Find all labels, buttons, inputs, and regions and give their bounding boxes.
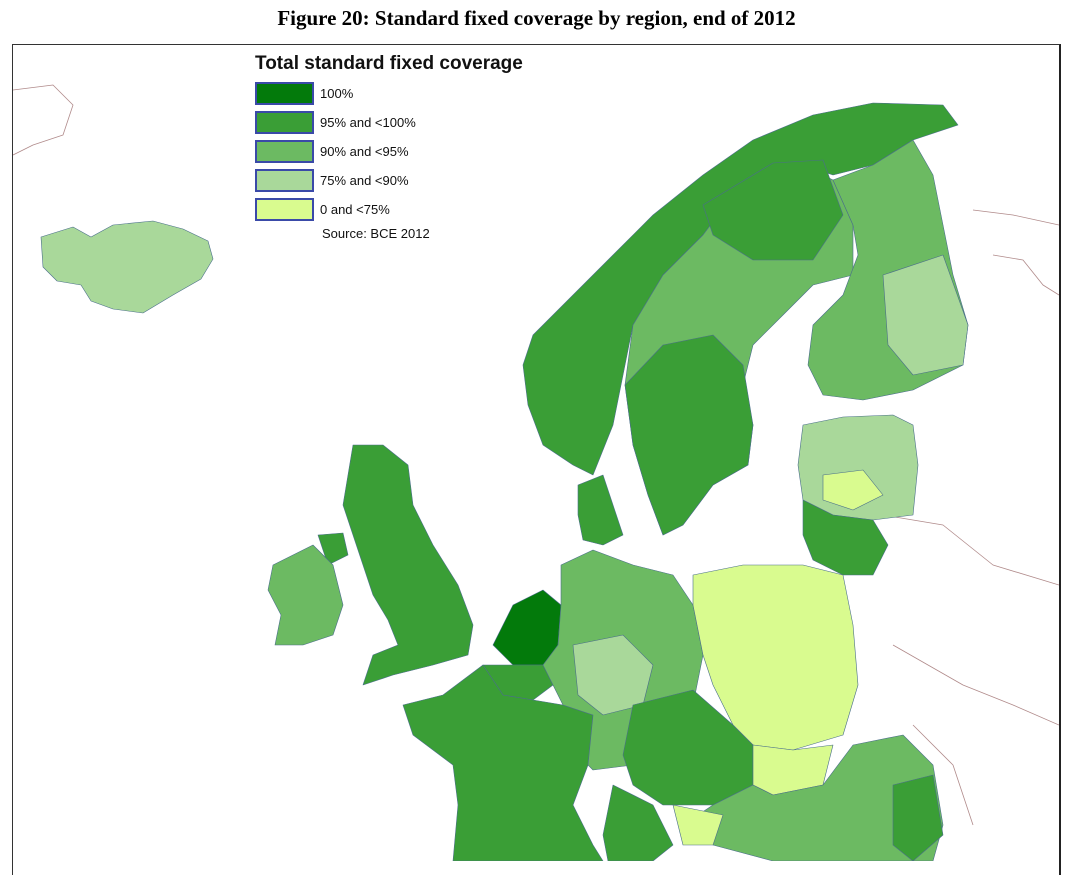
map-frame: Total standard fixed coverage 100% 95% a… xyxy=(12,44,1061,875)
region-norway xyxy=(522,102,959,476)
legend-label: 90% and <95% xyxy=(320,144,409,159)
legend-title: Total standard fixed coverage xyxy=(255,53,523,74)
region-hungary-west xyxy=(672,804,724,846)
region-italy-north xyxy=(602,784,674,861)
choropleth-map xyxy=(13,84,1059,861)
legend-item: 100% xyxy=(255,79,595,108)
legend-label: 95% and <100% xyxy=(320,115,416,130)
figure-title: Figure 20: Standard fixed coverage by re… xyxy=(277,6,796,30)
legend-label: 75% and <90% xyxy=(320,173,409,188)
region-ireland xyxy=(267,544,344,646)
region-iceland xyxy=(40,220,214,314)
legend-source: Source: BCE 2012 xyxy=(322,226,430,241)
legend-swatch xyxy=(255,198,314,221)
region-sweden-north xyxy=(702,159,844,261)
legend-item: 90% and <95% xyxy=(255,137,595,166)
legend-item: 0 and <75% xyxy=(255,195,595,224)
non-eu-borders xyxy=(13,84,1059,826)
region-lithuania xyxy=(802,499,889,576)
legend-swatch xyxy=(255,169,314,192)
region-romania-east xyxy=(892,774,944,861)
legend-swatch xyxy=(255,82,314,105)
region-poland xyxy=(692,564,859,751)
legend-swatch xyxy=(255,140,314,163)
legend-label: 0 and <75% xyxy=(320,202,390,217)
region-united-kingdom xyxy=(342,444,474,686)
legend-item: 95% and <100% xyxy=(255,108,595,137)
region-latvia-part xyxy=(822,469,884,511)
legend-label: 100% xyxy=(320,86,354,101)
region-denmark xyxy=(577,474,624,546)
region-netherlands xyxy=(492,589,562,666)
region-northern-ireland xyxy=(317,532,349,566)
legend-item: 75% and <90% xyxy=(255,166,595,195)
region-sweden-south xyxy=(624,334,754,536)
map-legend: Total standard fixed coverage 100% 95% a… xyxy=(255,53,595,241)
legend-swatch xyxy=(255,111,314,134)
region-finland-east xyxy=(882,254,969,376)
region-france xyxy=(402,664,604,861)
